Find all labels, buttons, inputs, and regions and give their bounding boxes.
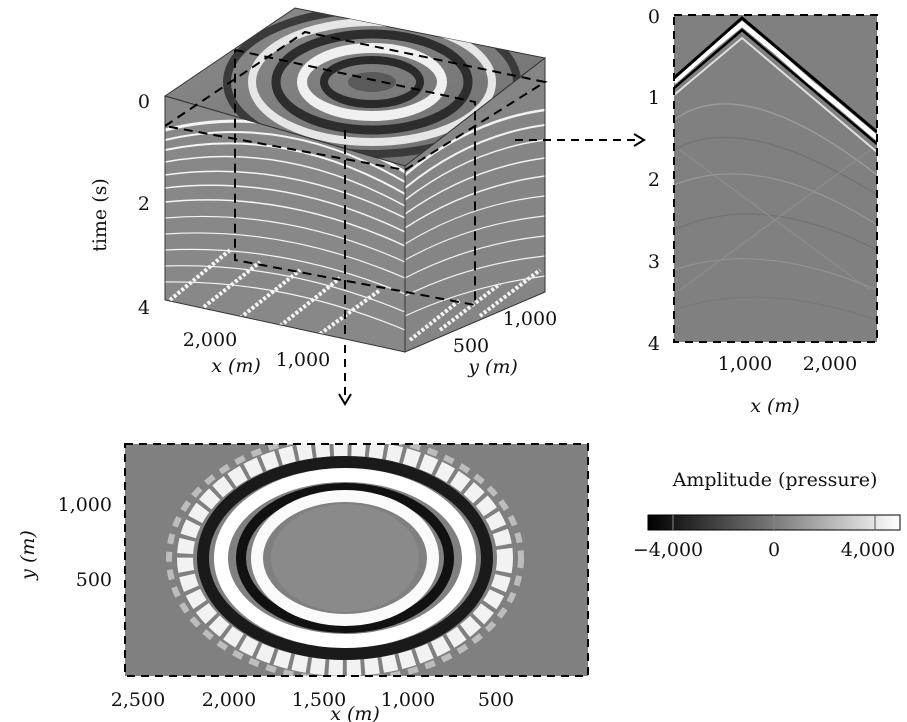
- cube-y-axis: 500 1,000 y (m): [453, 308, 557, 378]
- section-background: [674, 15, 877, 342]
- cube-x-axis-label: x (m): [211, 355, 261, 377]
- colorbar-tick-2: 4,000: [841, 539, 895, 561]
- section-x-tick-0: 1,000: [718, 353, 772, 375]
- cube-slice-outlines: [164, 30, 548, 340]
- cube-time-axis: 0 2 4 time (s): [89, 91, 150, 319]
- cube-y-tick-0: 500: [453, 335, 489, 357]
- section-frame: [673, 14, 878, 343]
- timeslice-panel: 2,500 2,000 1,500 1,000 500 x (m) 1,000 …: [17, 443, 589, 722]
- timeslice-x-tick-4: 500: [478, 689, 514, 711]
- section-t-tick-4: 4: [648, 333, 660, 355]
- timeslice-x-tick-3: 1,000: [381, 689, 435, 711]
- cube-t-tick-1: 2: [138, 193, 150, 215]
- cube-x-tick-1: 1,000: [276, 349, 330, 371]
- timeslice-y-axis-label: y (m): [17, 530, 39, 581]
- connector-arrows: [338, 133, 646, 406]
- arrow-to-timeslice-head: [338, 393, 352, 406]
- cube-time-axis-label: time (s): [89, 178, 111, 252]
- timeslice-y-tick-1: 500: [76, 569, 112, 591]
- cube-y-axis-label: y (m): [467, 356, 518, 378]
- cube-side-reflections: [405, 108, 545, 342]
- section-wavefronts: [674, 16, 877, 321]
- colorbar: Amplitude (pressure) −4,000 0 4,000: [633, 469, 901, 561]
- timeslice-x-axis-label: x (m): [330, 703, 380, 722]
- timeslice-x-tick-1: 2,000: [202, 689, 256, 711]
- timeslice-rings: [166, 444, 524, 676]
- cube-y-tick-1: 1,000: [503, 308, 557, 330]
- cube-t-tick-0: 0: [138, 91, 150, 113]
- timeslice-frame: [124, 443, 589, 677]
- timeslice-x-tick-2: 1,500: [292, 689, 346, 711]
- section-t-tick-0: 0: [648, 6, 660, 28]
- timeslice-outline: [164, 30, 548, 172]
- cube-x-axis: 2,000 1,000 x (m): [183, 329, 330, 377]
- colorbar-tick-1: 0: [768, 539, 780, 561]
- colorbar-tick-0: −4,000: [633, 539, 703, 561]
- cube-t-tick-2: 4: [138, 297, 150, 319]
- section-panel: 0 1 2 3 4 1,000 2,000 x (m): [648, 6, 878, 417]
- seismic-cube: [163, 7, 548, 353]
- arrow-to-section-head: [633, 133, 646, 147]
- cube-x-tick-0: 2,000: [183, 329, 237, 351]
- section-x-axis-label: x (m): [750, 395, 800, 417]
- colorbar-title: Amplitude (pressure): [672, 469, 878, 491]
- section-t-tick-2: 2: [648, 169, 660, 191]
- section-x-tick-1: 2,000: [803, 353, 857, 375]
- timeslice-x-tick-0: 2,500: [111, 689, 165, 711]
- timeslice-y-tick-0: 1,000: [58, 494, 112, 516]
- section-t-tick-3: 3: [648, 251, 660, 273]
- section-t-tick-1: 1: [648, 87, 660, 109]
